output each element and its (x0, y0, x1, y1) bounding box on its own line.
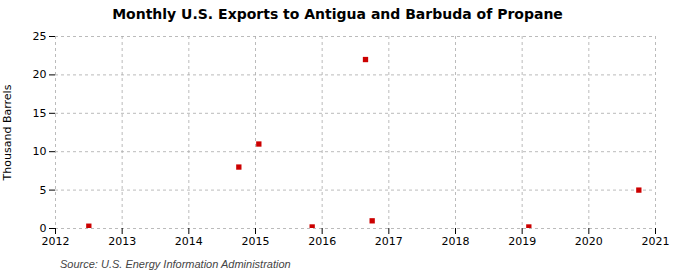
svg-text:2021: 2021 (642, 235, 670, 248)
html-text:Monthly U.S. Exports to Antigu: Monthly U.S. Exports to Antigua and Barb… (112, 6, 563, 22)
svg-text:2016: 2016 (308, 235, 336, 248)
svg-text:5: 5 (40, 184, 47, 197)
svg-text:Thousand Barrels: Thousand Barrels (1, 84, 14, 181)
svg-text:0: 0 (40, 222, 47, 235)
svg-text:10: 10 (33, 145, 47, 158)
svg-text:2015: 2015 (242, 235, 270, 248)
svg-text:20: 20 (33, 68, 47, 81)
svg-text:2013: 2013 (108, 235, 136, 248)
svg-text:2012: 2012 (42, 235, 70, 248)
svg-text:2020: 2020 (575, 235, 603, 248)
svg-text:2018: 2018 (442, 235, 470, 248)
svg-text:25: 25 (33, 30, 47, 43)
svg-text:2014: 2014 (175, 235, 203, 248)
svg-text:15: 15 (33, 107, 47, 120)
svg-text:2017: 2017 (375, 235, 403, 248)
html-text:Source: U.S. Energy Informatio: Source: U.S. Energy Information Administ… (60, 258, 291, 270)
svg-text:2019: 2019 (508, 235, 536, 248)
